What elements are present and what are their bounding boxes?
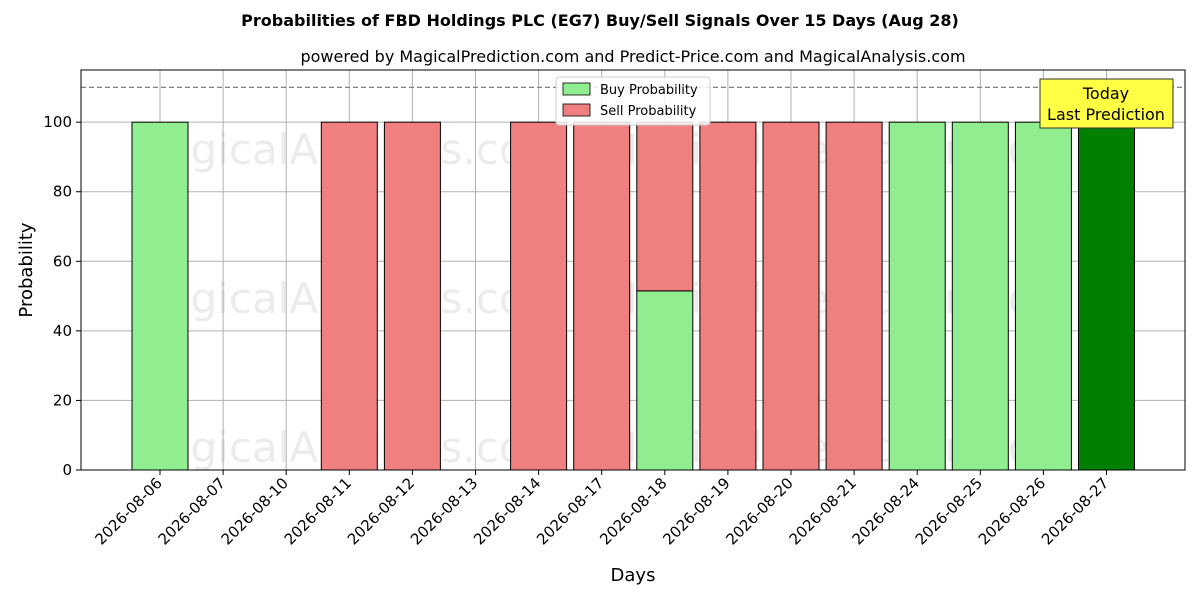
bar-buy-2026-08-26	[1014, 121, 1072, 471]
x-tick-label: 2026-08-06	[91, 474, 165, 548]
bar-buy-2026-08-06	[131, 121, 189, 471]
bar-sell-2026-08-12	[383, 121, 441, 471]
x-tick-label: 2026-08-17	[533, 474, 607, 548]
legend-label-sell: Sell Probability	[600, 104, 697, 119]
y-tick-label: 60	[53, 252, 72, 270]
legend-label-buy: Buy Probability	[600, 83, 698, 98]
y-tick-label: 40	[53, 322, 72, 340]
bar-sell-2026-08-21	[825, 121, 883, 471]
y-tick-label: 80	[53, 183, 72, 201]
y-axis-label: Probability	[16, 222, 37, 317]
bar-sell-2026-08-18	[636, 121, 694, 292]
bar-sell-2026-08-14	[510, 121, 568, 471]
chart-subtitle: powered by MagicalPrediction.com and Pre…	[300, 47, 965, 66]
bar-sell-2026-08-17	[573, 121, 631, 471]
y-tick-label: 20	[53, 391, 72, 409]
plot-frame	[80, 69, 1186, 471]
x-tick-label: 2026-08-19	[659, 474, 733, 548]
x-tick-label: 2026-08-11	[281, 474, 355, 548]
today-annotation-line1: Today	[1082, 84, 1129, 103]
today-annotation-line2: Last Prediction	[1047, 105, 1165, 124]
bar-sell-2026-08-11	[320, 121, 378, 471]
x-tick-label: 2026-08-24	[849, 474, 923, 548]
legend-swatch-sell	[562, 103, 591, 117]
x-tick-label: 2026-08-21	[786, 474, 860, 548]
x-tick-label: 2026-08-13	[407, 474, 481, 548]
bar-sell-2026-08-20	[762, 121, 820, 471]
legend-swatch-buy	[562, 82, 591, 96]
x-tick-label: 2026-08-18	[596, 474, 670, 548]
bar-sell-2026-08-19	[699, 121, 757, 471]
today-annotation: Today Last Prediction	[1039, 78, 1174, 129]
x-tick-label: 2026-08-20	[722, 474, 796, 548]
x-tick-label: 2026-08-12	[344, 474, 418, 548]
legend: Buy Probability Sell Probability	[555, 76, 711, 126]
x-axis-label: Days	[611, 565, 656, 586]
x-tick-label: 2026-08-07	[155, 474, 229, 548]
x-tick-label: 2026-08-26	[975, 474, 1049, 548]
x-tick-label: 2026-08-27	[1038, 474, 1112, 548]
x-tick-label: 2026-08-14	[470, 474, 544, 548]
bar-buy-2026-08-24	[888, 121, 946, 471]
today-annotation-box	[1039, 78, 1174, 129]
x-tick-label: 2026-08-10	[218, 474, 292, 548]
bar-buy-2026-08-27	[1078, 121, 1135, 471]
y-axis-ticks: 0 20 40 60 80 100	[43, 113, 81, 479]
bar-buy-2026-08-25	[951, 121, 1009, 471]
x-tick-label: 2026-08-25	[912, 474, 986, 548]
y-tick-label: 0	[62, 461, 72, 479]
y-tick-label: 100	[43, 113, 72, 131]
bar-layer	[131, 121, 1135, 471]
legend-box	[555, 76, 711, 126]
chart-title: Probabilities of FBD Holdings PLC (EG7) …	[241, 11, 959, 30]
x-axis-ticks: 2026-08-062026-08-072026-08-102026-08-11…	[91, 470, 1112, 548]
bar-buy-2026-08-18	[636, 290, 694, 471]
